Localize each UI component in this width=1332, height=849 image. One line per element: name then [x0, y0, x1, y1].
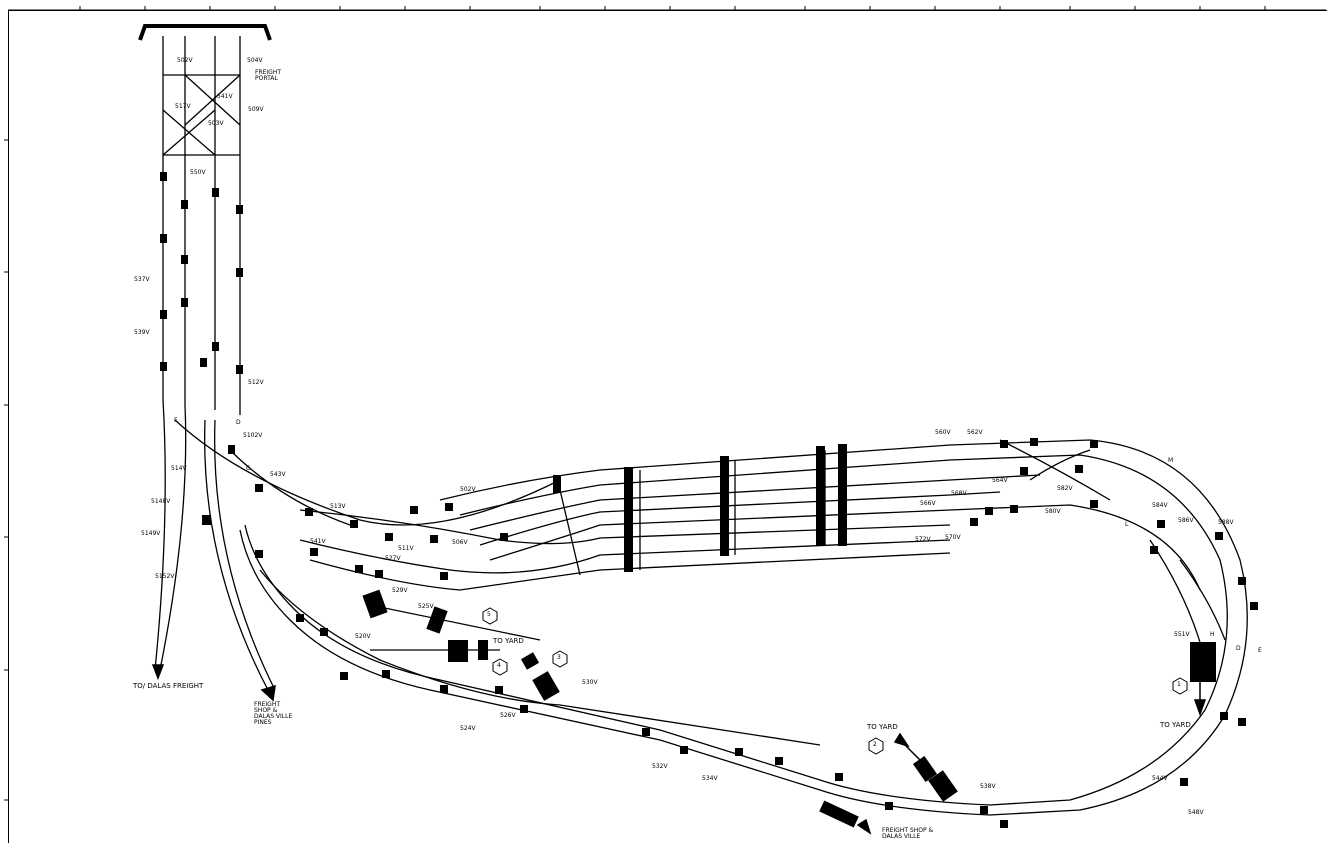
switch-label: 525V	[418, 603, 434, 610]
switch-label: 538V	[980, 783, 996, 790]
switch-label: 5148V	[151, 498, 171, 505]
switch-label: 503V	[208, 120, 224, 127]
track-letter-h: H	[1210, 631, 1215, 638]
switch-label: 539V	[134, 329, 150, 336]
switch-label: 504V	[247, 57, 263, 64]
switch-label: 529V	[392, 587, 408, 594]
portal-bumper	[138, 24, 272, 41]
track-letter-f: F	[174, 417, 178, 424]
switch-label: 512V	[248, 379, 264, 386]
switch-label: 530V	[582, 679, 598, 686]
switch-label: 5102V	[243, 432, 263, 439]
to-yard-label-1: TO YARD	[493, 637, 524, 645]
switch-label: 5149V	[141, 530, 161, 537]
switch-label: 588V	[1218, 519, 1234, 526]
switch-label: 514V	[171, 465, 187, 472]
switch-label: 544V	[1152, 775, 1168, 782]
track-letter-m: M	[1168, 457, 1174, 464]
switch-label: 564V	[992, 477, 1008, 484]
switch-label: 560V	[935, 429, 951, 436]
freight-portal-label: FREIGHT PORTAL	[255, 69, 282, 82]
switch-label: 5152V	[155, 573, 175, 580]
signal-blocks	[160, 172, 1258, 828]
to-yard-label-2: TO YARD	[1160, 721, 1191, 729]
switch-label: 541V	[217, 93, 233, 100]
switch-label: 526V	[500, 712, 516, 719]
switch-label: 527V	[385, 555, 401, 562]
switch-label: 541V	[310, 538, 326, 545]
switch-label: 511V	[398, 545, 414, 552]
track-letter-l: L	[1125, 521, 1129, 528]
track-letter-d2: D	[1236, 645, 1241, 652]
switch-label: 584V	[1152, 502, 1168, 509]
switch-label: 513V	[330, 503, 346, 510]
marker-2: 2	[873, 741, 877, 748]
switch-label: 524V	[460, 725, 476, 732]
switch-label: 572V	[915, 536, 931, 543]
switch-label: 532V	[652, 763, 668, 770]
switch-label: 562V	[967, 429, 983, 436]
switch-label: 517V	[175, 103, 191, 110]
top-ruler	[8, 6, 1326, 11]
track-letter-e: E	[1258, 647, 1262, 654]
switch-label: 570V	[945, 534, 961, 541]
switch-label: 548V	[1188, 809, 1204, 816]
switch-label: 543V	[270, 471, 286, 478]
freight-shop-label-2: FREIGHT SHOP & DALAS VILLE	[882, 827, 934, 840]
freight-shop-label-1: FREIGHT SHOP & DALAS VILLE PINES	[254, 701, 293, 726]
track-letter-d: D	[236, 419, 241, 426]
switch-label: 506V	[452, 539, 468, 546]
marker-1: 1	[1177, 681, 1181, 688]
to-dallas-freight-label: TO/ DALAS FREIGHT	[133, 682, 204, 690]
left-ruler	[4, 139, 8, 801]
switch-label: 534V	[702, 775, 718, 782]
switch-label: 550V	[190, 169, 206, 176]
switch-label: 509V	[248, 106, 264, 113]
switch-label: 566V	[920, 500, 936, 507]
switch-label: 520V	[355, 633, 371, 640]
marker-4: 4	[497, 662, 501, 669]
switch-label: 502V	[460, 486, 476, 493]
to-yard-label-3: TO YARD	[867, 723, 898, 731]
tracks	[154, 36, 1248, 816]
marker-3: 3	[557, 654, 561, 661]
track-letter-g: G	[246, 465, 251, 472]
direction-arrows	[151, 664, 1207, 835]
switch-label: 580V	[1045, 508, 1061, 515]
switch-label: 502V	[177, 57, 193, 64]
switch-label: 586V	[1178, 517, 1194, 524]
switch-label: 568V	[951, 490, 967, 497]
switch-label: 551V	[1174, 631, 1190, 638]
switch-label: 582V	[1057, 485, 1073, 492]
switch-label: 537V	[134, 276, 150, 283]
marker-hexagons	[482, 607, 1188, 755]
marker-5: 5	[487, 611, 491, 618]
